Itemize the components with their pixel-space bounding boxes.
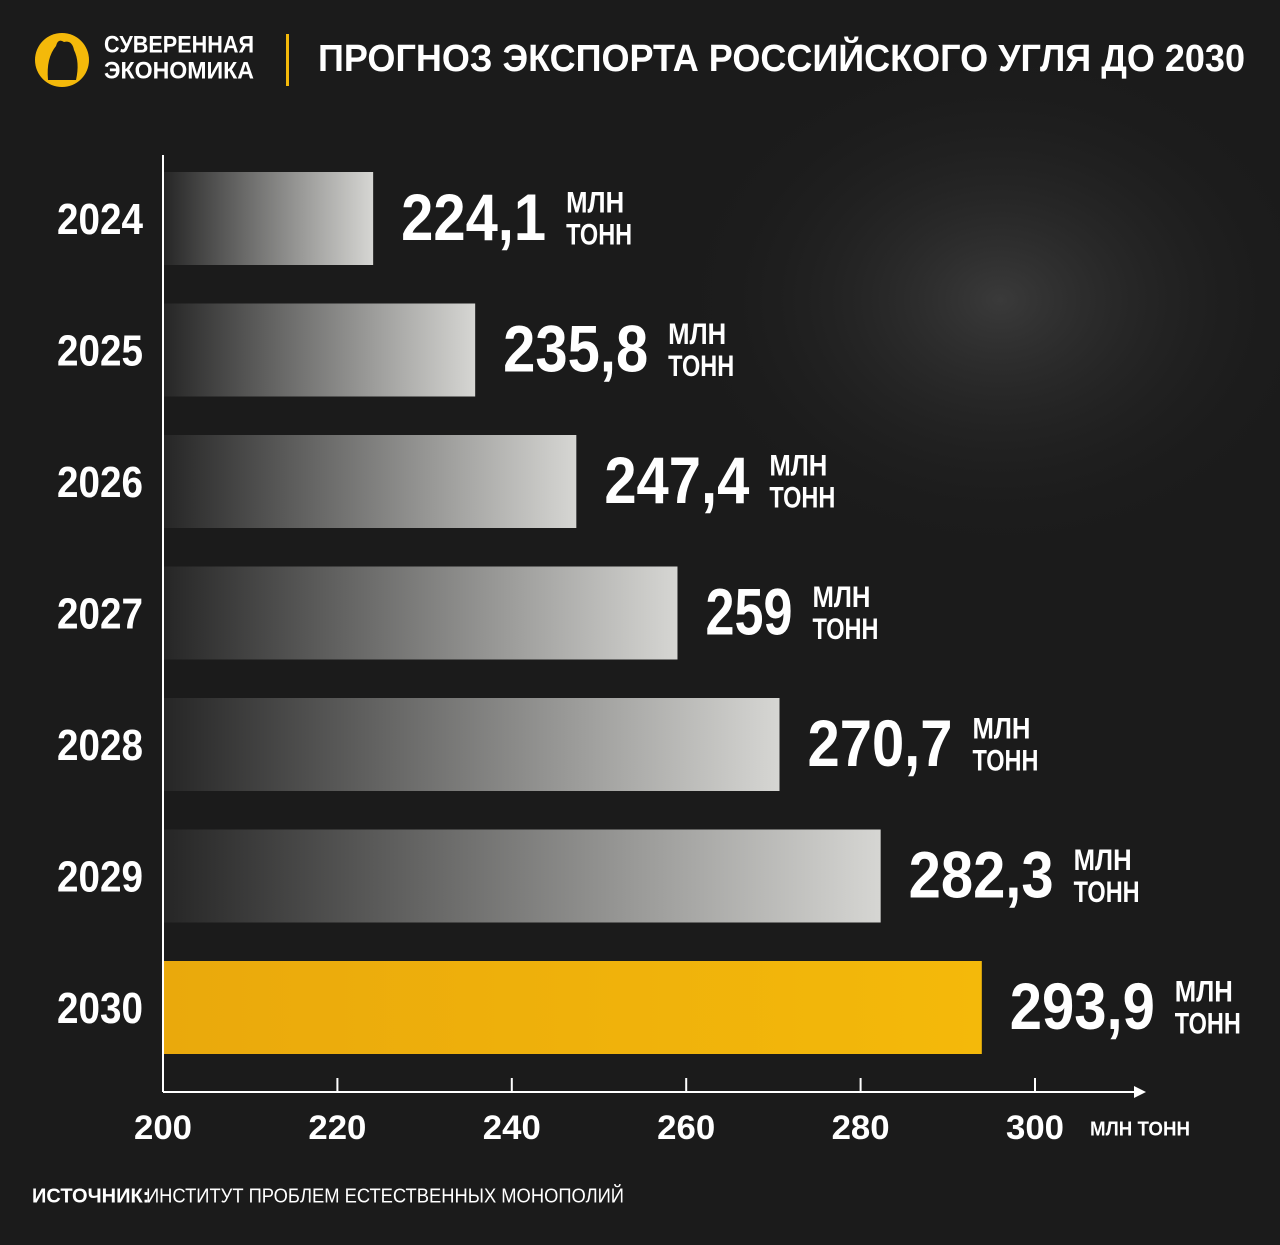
x-tick-label: 240 [483, 1109, 541, 1147]
x-tick-label: 260 [657, 1109, 715, 1147]
value-label: 293,9 [1010, 969, 1155, 1043]
value-unit: ТОНН [1074, 876, 1140, 909]
value-unit: МЛН [566, 186, 624, 219]
divider [286, 34, 289, 86]
value-unit: ТОНН [973, 744, 1039, 777]
x-axis-arrow [1134, 1086, 1146, 1098]
logo-bear [47, 40, 78, 80]
x-tick-label: 200 [134, 1109, 192, 1147]
bar [164, 303, 476, 397]
bar [164, 566, 678, 660]
value-label: 282,3 [909, 837, 1054, 911]
value-unit: МЛН [668, 318, 726, 351]
x-tick-label: 280 [832, 1109, 890, 1147]
y-tick-label: 2027 [57, 590, 143, 639]
bar [164, 172, 374, 265]
value-unit: ТОНН [1175, 1007, 1241, 1040]
x-tick-label: 220 [308, 1109, 366, 1147]
x-tick-label: 300 [1006, 1109, 1064, 1147]
bar [164, 961, 982, 1054]
value-label: 224,1 [401, 180, 546, 254]
source-label: ИСТОЧНИК: [32, 1185, 149, 1207]
x-axis-label: МЛН ТОНН [1090, 1118, 1190, 1140]
value-unit: МЛН [812, 581, 870, 614]
y-tick-label: 2024 [57, 195, 143, 244]
y-tick-label: 2028 [57, 721, 143, 770]
background-image [670, 40, 1280, 560]
brand-line: СУВЕРЕННАЯ [104, 31, 254, 58]
value-unit: МЛН [769, 449, 827, 482]
value-unit: МЛН [1074, 844, 1132, 877]
chart-title: ПРОГНОЗ ЭКСПОРТА РОССИЙСКОГО УГЛЯ ДО 203… [318, 35, 1245, 80]
y-tick-label: 2029 [57, 853, 143, 902]
value-label: 270,7 [808, 706, 953, 780]
value-label: 247,4 [604, 443, 749, 517]
bar [164, 435, 577, 528]
y-tick-label: 2025 [57, 327, 143, 376]
value-unit: ТОНН [566, 218, 632, 251]
source-text: ИНСТИТУТ ПРОБЛЕМ ЕСТЕСТВЕННЫХ МОНОПОЛИЙ [146, 1183, 624, 1207]
bar [164, 698, 780, 791]
value-unit: МЛН [1175, 975, 1233, 1008]
value-label: 259 [705, 574, 792, 648]
value-unit: ТОНН [668, 350, 734, 383]
value-label: 235,8 [503, 311, 648, 385]
y-tick-label: 2030 [57, 984, 143, 1033]
value-unit: ТОНН [769, 481, 835, 514]
value-unit: МЛН [973, 712, 1031, 745]
brand-line: ЭКОНОМИКА [104, 57, 254, 84]
value-unit: ТОНН [812, 613, 878, 646]
y-tick-label: 2026 [57, 458, 143, 507]
bar [164, 829, 881, 923]
